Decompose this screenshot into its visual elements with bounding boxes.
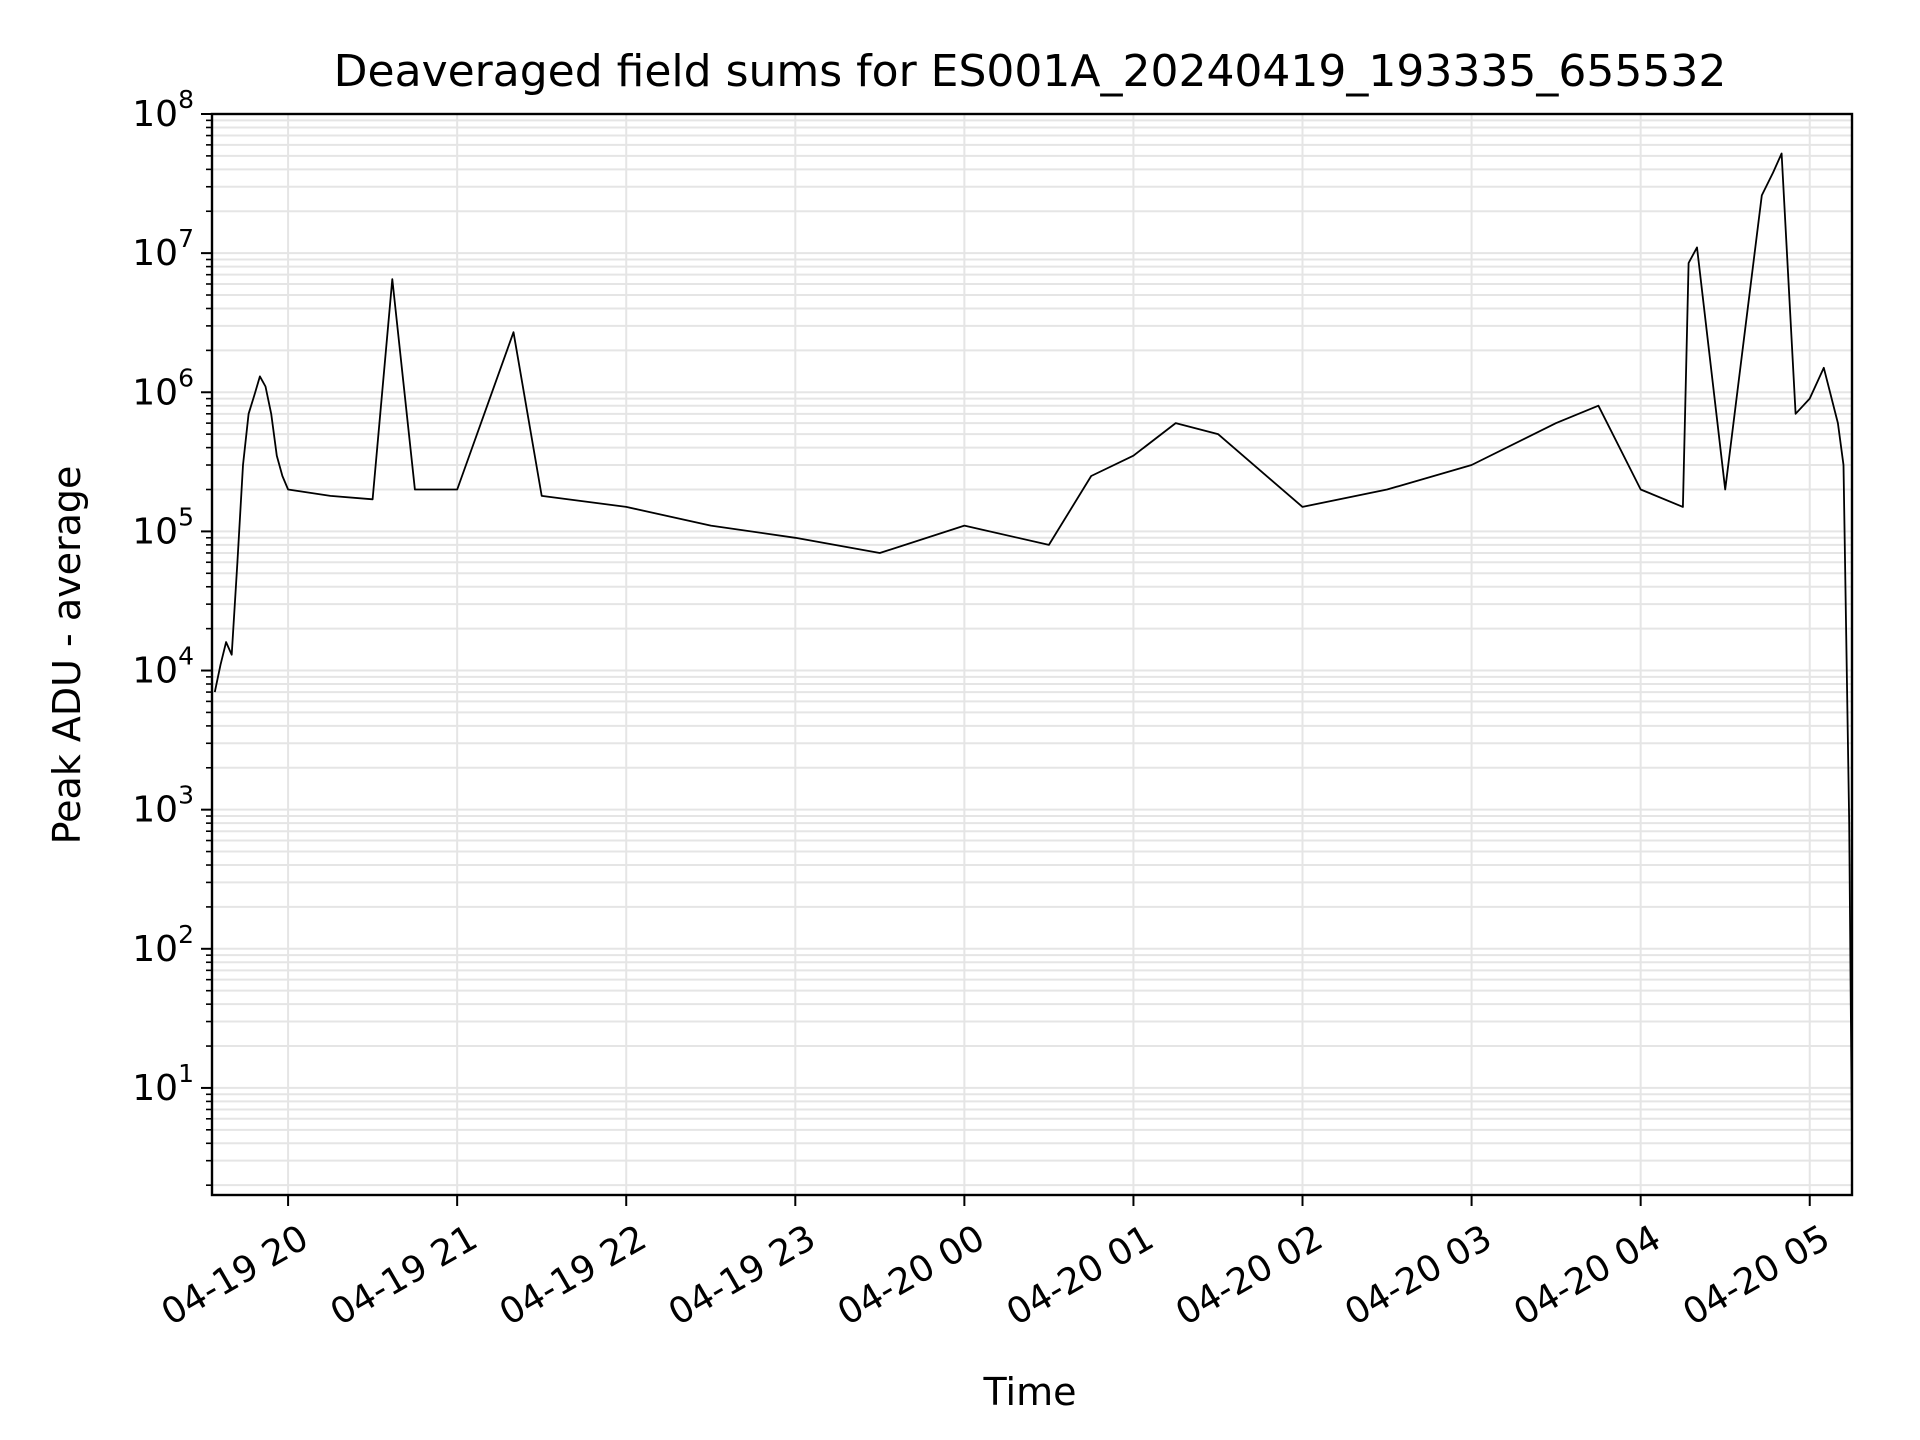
chart-grid <box>212 113 1852 1195</box>
y-tick-label: 103 <box>132 781 194 831</box>
x-tick-label: 04-19 23 <box>662 1217 823 1333</box>
x-tick-label: 04-20 04 <box>1507 1217 1668 1333</box>
y-tick-label: 107 <box>132 224 194 274</box>
series-line <box>213 152 1853 1144</box>
x-tick-label: 04-20 01 <box>1000 1217 1161 1333</box>
y-tick-label: 101 <box>132 1059 194 1109</box>
x-tick-label: 04-19 21 <box>324 1217 485 1333</box>
plot-frame <box>210 112 1854 1197</box>
x-tick-label: 04-20 05 <box>1676 1217 1837 1333</box>
x-axis: 04-19 20 04-19 21 04-19 22 04-19 23 04-20 00… <box>155 1195 1837 1334</box>
x-axis-label: Time <box>983 1370 1077 1414</box>
x-tick-label: 04-19 20 <box>155 1217 316 1333</box>
x-tick-label: 04-20 03 <box>1338 1217 1499 1333</box>
chart-title: Deaveraged field sums for ES001A_2024041… <box>334 46 1727 97</box>
y-tick-label: 104 <box>132 642 194 692</box>
y-axis: 101 102 103 104 105 106 107 108 <box>132 85 212 1186</box>
y-tick-label: 106 <box>132 363 194 413</box>
y-tick-label: 102 <box>132 920 194 970</box>
y-tick-label: 105 <box>132 502 194 552</box>
x-tick-label: 04-20 00 <box>831 1217 992 1333</box>
y-tick-label: 108 <box>132 85 194 135</box>
x-tick-label: 04-19 22 <box>493 1217 654 1333</box>
x-tick-label: 04-20 02 <box>1169 1217 1330 1333</box>
series-layer <box>213 152 1853 1144</box>
y-axis-label: Peak ADU - average <box>45 466 89 845</box>
